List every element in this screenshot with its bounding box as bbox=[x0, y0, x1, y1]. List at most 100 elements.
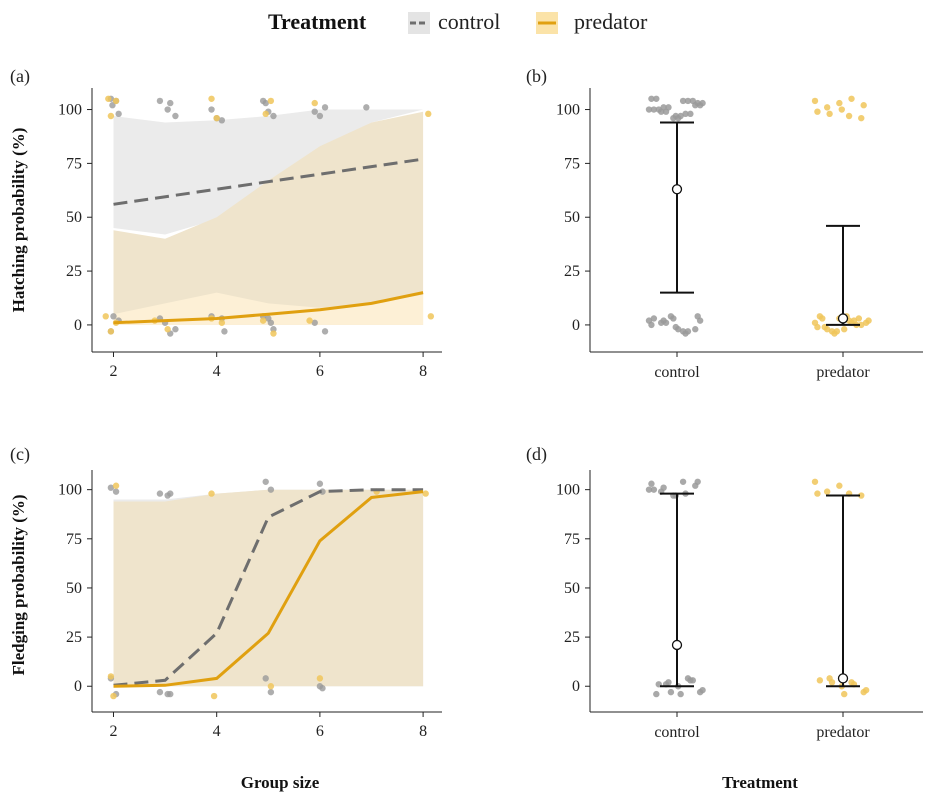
panel-d: (d) Treatment 0 25 50 75 100 control predator bbox=[526, 444, 923, 792]
point-control-b-36 bbox=[696, 317, 704, 324]
point-predator-b-2 bbox=[823, 104, 831, 111]
point-predator-c-0 bbox=[112, 482, 120, 489]
y-tick-label-d-0: 0 bbox=[572, 678, 580, 695]
point-control-b-16 bbox=[687, 110, 694, 118]
point-control-d-21 bbox=[689, 677, 697, 684]
y-tick-label-d-4: 100 bbox=[556, 482, 580, 499]
point-control-a-5 bbox=[164, 106, 171, 113]
x-tick-label-d-0: control bbox=[654, 724, 700, 741]
line-predator-c bbox=[113, 490, 424, 688]
point-predator-b-4 bbox=[836, 99, 843, 107]
point-control-a-25 bbox=[172, 326, 179, 333]
y-tick-label-c-3: 75 bbox=[66, 531, 82, 548]
point-control-b-37 bbox=[675, 326, 682, 333]
point-predator-a-11 bbox=[107, 328, 115, 335]
point-predator-b-3 bbox=[858, 114, 865, 122]
point-predator-d-4 bbox=[836, 482, 843, 489]
x-tick-label-a-3: 8 bbox=[419, 363, 427, 380]
point-predator-a-8 bbox=[425, 110, 432, 118]
point-predator-c-8 bbox=[316, 675, 324, 682]
point-control-a-14 bbox=[262, 99, 269, 107]
point-control-b-1 bbox=[679, 97, 687, 105]
point-control-b-11 bbox=[684, 97, 692, 105]
estimate-point-control-d bbox=[671, 639, 683, 651]
point-control-b-26 bbox=[692, 326, 699, 333]
point-predator-b-14 bbox=[841, 326, 848, 333]
point-control-a-2 bbox=[115, 110, 122, 118]
point-predator-c-6 bbox=[210, 692, 218, 700]
y-tick-label-d-2: 50 bbox=[564, 580, 580, 597]
point-control-b-5 bbox=[648, 95, 655, 102]
x-tick-label-a-1: 4 bbox=[213, 363, 221, 380]
point-control-b-6 bbox=[682, 110, 689, 118]
x-axis-title-d: Treatment bbox=[722, 773, 798, 792]
point-control-c-0 bbox=[107, 484, 115, 491]
point-control-c-7 bbox=[316, 480, 324, 487]
point-predator-d-0 bbox=[811, 478, 819, 485]
point-control-d-1 bbox=[679, 478, 687, 485]
point-predator-b-7 bbox=[826, 110, 833, 118]
y-tick-label-d-3: 75 bbox=[564, 531, 580, 548]
point-control-a-10 bbox=[208, 106, 215, 113]
point-control-b-17 bbox=[665, 104, 672, 111]
point-control-b-18 bbox=[699, 99, 706, 107]
estimate-point-predator-b bbox=[837, 313, 849, 324]
y-tick-label-a-4: 100 bbox=[58, 102, 82, 119]
panel-a: (a) Hatching probability (%) 0 25 50 75 100 2… bbox=[9, 66, 442, 380]
point-predator-b-9 bbox=[838, 106, 845, 113]
point-control-a-28 bbox=[221, 328, 228, 335]
point-predator-d-10 bbox=[816, 677, 824, 684]
x-tick-label-c-2: 6 bbox=[316, 723, 324, 740]
point-predator-b-8 bbox=[860, 102, 867, 109]
y-tick-label-b-0: 0 bbox=[572, 317, 580, 334]
point-predator-d-3 bbox=[858, 492, 865, 499]
point-control-a-9 bbox=[218, 117, 226, 124]
point-control-a-32 bbox=[267, 319, 275, 326]
point-predator-b-15 bbox=[819, 315, 826, 322]
y-tick-label-c-0: 0 bbox=[74, 678, 82, 695]
point-predator-b-5 bbox=[814, 108, 821, 115]
point-control-c-4 bbox=[167, 490, 174, 497]
point-control-b-27 bbox=[670, 315, 677, 322]
x-tick-label-c-1: 4 bbox=[213, 723, 221, 740]
point-control-b-21 bbox=[689, 97, 697, 105]
point-control-d-17 bbox=[665, 679, 672, 686]
point-control-b-15 bbox=[653, 95, 660, 102]
y-axis-title-a: Hatching probability (%) bbox=[9, 128, 28, 313]
point-predator-d-5 bbox=[814, 490, 821, 497]
x-tick-label-b-1: predator bbox=[816, 364, 870, 381]
estimate-point-control-b bbox=[671, 184, 683, 195]
point-control-a-34 bbox=[321, 328, 329, 335]
band-predator-a bbox=[113, 111, 424, 325]
point-predator-d-13 bbox=[862, 686, 870, 694]
x-tick-label-c-0: 2 bbox=[109, 723, 117, 740]
panel-label-c: (c) bbox=[10, 444, 30, 465]
point-control-c-13 bbox=[167, 690, 174, 698]
point-control-c-5 bbox=[262, 478, 269, 485]
point-predator-c-1 bbox=[208, 490, 215, 497]
point-predator-b-25 bbox=[823, 326, 831, 333]
point-control-d-7 bbox=[660, 484, 667, 491]
point-predator-d-2 bbox=[823, 488, 831, 495]
panel-b: (b) 0 25 50 75 100 control predator bbox=[526, 66, 923, 381]
point-predator-a-16 bbox=[259, 317, 267, 324]
point-control-d-22 bbox=[667, 688, 675, 696]
point-control-b-19 bbox=[677, 112, 684, 120]
point-control-a-18 bbox=[363, 104, 370, 111]
x-tick-label-b-0: control bbox=[654, 364, 700, 381]
point-control-d-10 bbox=[650, 486, 658, 493]
point-control-d-8 bbox=[694, 478, 701, 485]
estimate-point-predator-d bbox=[837, 673, 849, 684]
point-predator-a-19 bbox=[427, 313, 435, 320]
point-predator-b-21 bbox=[855, 315, 863, 322]
point-control-a-16 bbox=[321, 104, 329, 111]
point-control-c-17 bbox=[319, 685, 326, 692]
y-axis-title-c: Fledging probability (%) bbox=[9, 494, 28, 675]
y-tick-label-a-1: 25 bbox=[66, 263, 82, 280]
y-tick-label-b-2: 50 bbox=[564, 209, 580, 226]
panel-c: (c) Fledging probability (%) Group size … bbox=[9, 444, 442, 792]
panel-label-d: (d) bbox=[526, 444, 547, 465]
point-predator-b-0 bbox=[811, 97, 819, 105]
line-control-c bbox=[113, 488, 424, 687]
